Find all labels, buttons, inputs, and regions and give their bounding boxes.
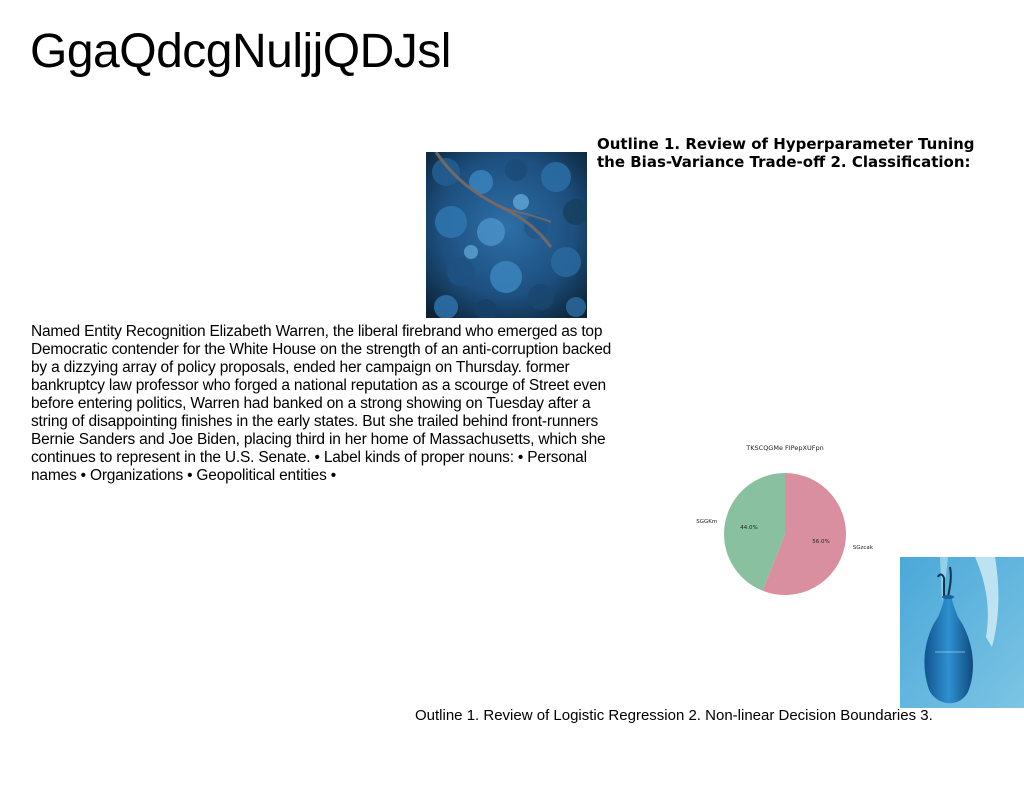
pie-label-SGGKm: SGGKm [696,519,717,525]
ner-body-text: Named Entity Recognition Elizabeth Warre… [31,323,612,484]
forest-image [426,152,587,318]
pie-chart: TKSCQGMe FIPepXUFpn SGzcak 56.0% SGGKm 44.0… [690,438,890,618]
chart-title: TKSCQGMe FIPepXUFpn [745,444,823,452]
pie-pct-SGGKm: 44.0% [740,525,757,531]
page-title: GgaQdcgNuljjQDJsl [30,25,451,78]
vase-image [900,557,1024,708]
outline-heading-bottom: Outline 1. Review of Logistic Regression… [415,707,933,724]
pie-pct-SGzcak: 56.0% [812,539,829,545]
pie-slice-SGzcak [762,473,846,595]
pie-label-SGzcak: SGzcak [853,545,874,551]
outline-heading-top: Outline 1. Review of Hyperparameter Tuni… [597,135,975,171]
pie-slice-SGGKm [724,473,785,591]
